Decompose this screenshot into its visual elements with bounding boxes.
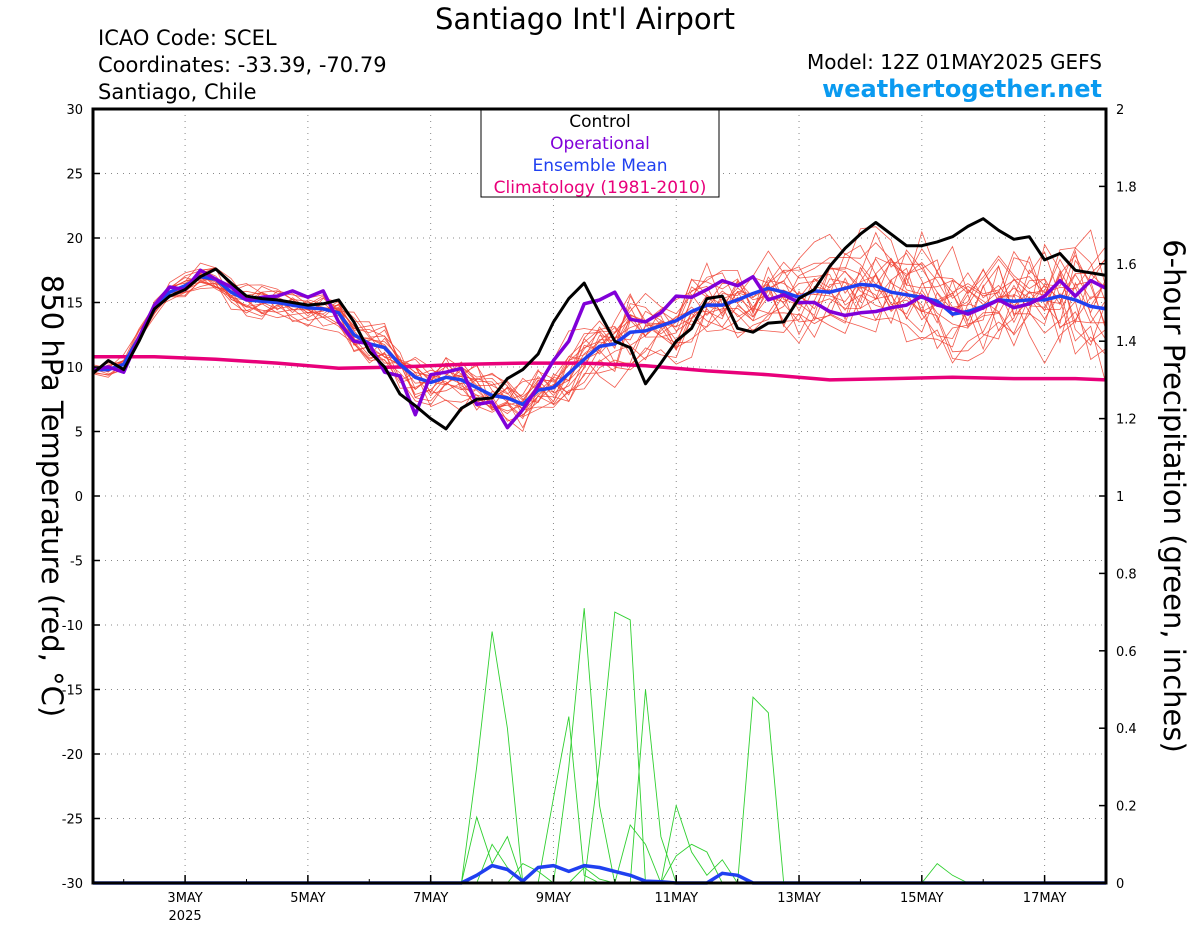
y-axis-left: 30 25 20 15 10 5 0 -5 -10 -15 -20 -25 -30 bbox=[62, 103, 100, 892]
legend-climatology: Climatology (1981-2010) bbox=[494, 178, 707, 198]
precip-member-line bbox=[629, 689, 677, 884]
precip-member-line bbox=[737, 696, 785, 884]
temperature-member-line bbox=[92, 245, 1107, 411]
x-tick-label: 17MAY bbox=[1023, 891, 1067, 906]
ensemble-mean-line bbox=[93, 274, 1107, 407]
precip-member-line bbox=[660, 803, 738, 884]
x-tick-label: 11MAY bbox=[654, 891, 698, 906]
y-right-tick-label: 0.2 bbox=[1116, 800, 1137, 815]
legend-box bbox=[480, 109, 720, 198]
precipitation-lines bbox=[93, 608, 1106, 885]
y-right-tick-label: 2 bbox=[1116, 103, 1124, 118]
x-tick-label: 15MAY bbox=[900, 891, 944, 906]
y-left-tick-label: 30 bbox=[66, 103, 83, 118]
precip-member-line bbox=[537, 716, 600, 884]
y-right-tick-label: 0.8 bbox=[1116, 567, 1137, 582]
y-left-tick-label: 0 bbox=[75, 490, 83, 505]
x-tick-label: 5MAY bbox=[290, 891, 325, 906]
temperature-member-line bbox=[92, 269, 1107, 415]
y-left-tick-label: 15 bbox=[66, 297, 83, 312]
y-right-tick-label: 0.6 bbox=[1116, 645, 1137, 660]
y-right-tick-label: 0.4 bbox=[1116, 722, 1137, 737]
x-tick-label: 13MAY bbox=[777, 891, 821, 906]
y-left-tick-label: -20 bbox=[62, 748, 83, 763]
temperature-member-line bbox=[92, 242, 1107, 403]
y-left-tick-label: 20 bbox=[66, 232, 83, 247]
temperature-member-line bbox=[92, 229, 1107, 411]
precip-member-line bbox=[660, 843, 723, 884]
control-line bbox=[92, 217, 1107, 431]
y-left-tick-label: -30 bbox=[62, 877, 83, 892]
precip-member-line bbox=[460, 631, 524, 884]
y-right-tick-label: 1.4 bbox=[1116, 335, 1137, 350]
y-left-tick-label: -25 bbox=[62, 813, 83, 828]
location-name: Santiago, Chile bbox=[98, 80, 257, 104]
legend: Control Operational Ensemble Mean Climat… bbox=[480, 109, 720, 198]
temperature-member-line bbox=[92, 249, 1107, 407]
precip-member-line bbox=[460, 815, 524, 884]
coordinates: Coordinates: -33.39, -70.79 bbox=[98, 53, 387, 77]
precip-member-line bbox=[583, 611, 646, 884]
legend-control: Control bbox=[569, 112, 630, 132]
y-right-tick-label: 1.8 bbox=[1116, 180, 1137, 195]
y-left-tick-label: 25 bbox=[66, 168, 83, 183]
plot-frame bbox=[91, 107, 1108, 885]
x-tick-sublabel: 2025 bbox=[169, 909, 202, 924]
precip-member-line bbox=[614, 824, 662, 884]
x-axis: 3MAY 2025 5MAY 7MAY 9MAY 11MAY 13MAY 15MAY 17MAY bbox=[123, 875, 1067, 924]
y-left-tick-label: 10 bbox=[66, 361, 83, 376]
temperature-member-line bbox=[92, 230, 1107, 412]
ensemble-members bbox=[92, 226, 1107, 432]
precip-ensemble-mean-line bbox=[93, 863, 1106, 885]
precip-member-line bbox=[921, 862, 969, 884]
site-link[interactable]: weathertogether.net bbox=[822, 75, 1102, 103]
temperature-series bbox=[92, 217, 1107, 431]
y-left-tick-label: 5 bbox=[75, 426, 83, 441]
y-axis-left-label: 850 hPa Temperature (red, °C) bbox=[35, 275, 69, 717]
model-run: Model: 12Z 01MAY2025 GEFS bbox=[807, 50, 1102, 74]
y-axis-right-label: 6-hour Precipitation (green, inches) bbox=[1157, 239, 1191, 753]
temperature-member-line bbox=[92, 231, 1107, 420]
temperature-member-line bbox=[92, 226, 1107, 412]
y-left-tick-label: -5 bbox=[70, 555, 83, 570]
precip-member-line bbox=[553, 608, 616, 884]
y-right-tick-label: 1.6 bbox=[1116, 258, 1137, 273]
y-right-tick-label: 1 bbox=[1116, 490, 1124, 505]
temperature-member-line bbox=[92, 266, 1107, 403]
x-tick-label: 3MAY bbox=[167, 891, 202, 906]
temperature-member-line bbox=[92, 267, 1107, 422]
legend-operational: Operational bbox=[550, 134, 650, 154]
temperature-member-line bbox=[93, 261, 1107, 395]
temperature-member-line bbox=[92, 249, 1107, 409]
legend-ensemble-mean: Ensemble Mean bbox=[532, 156, 667, 176]
y-left-tick-label: -15 bbox=[62, 684, 83, 699]
temperature-member-line bbox=[92, 233, 1107, 411]
y-axis-right: 2 1.8 1.6 1.4 1.2 1 0.8 0.6 0.4 0.2 0 bbox=[1099, 103, 1137, 892]
y-left-tick-label: -10 bbox=[62, 619, 83, 634]
grid bbox=[93, 109, 1106, 883]
climatology-line bbox=[93, 354, 1107, 382]
temperature-member-line bbox=[92, 269, 1107, 403]
chart-title: Santiago Int'l Airport bbox=[435, 2, 735, 36]
y-right-tick-label: 1.2 bbox=[1116, 413, 1137, 428]
precip-member-line bbox=[568, 866, 615, 884]
icao-code: ICAO Code: SCEL bbox=[98, 26, 277, 50]
temperature-member-line bbox=[92, 250, 1107, 432]
x-tick-label: 7MAY bbox=[413, 891, 448, 906]
x-tick-label: 9MAY bbox=[536, 891, 571, 906]
y-right-tick-label: 0 bbox=[1116, 877, 1124, 892]
